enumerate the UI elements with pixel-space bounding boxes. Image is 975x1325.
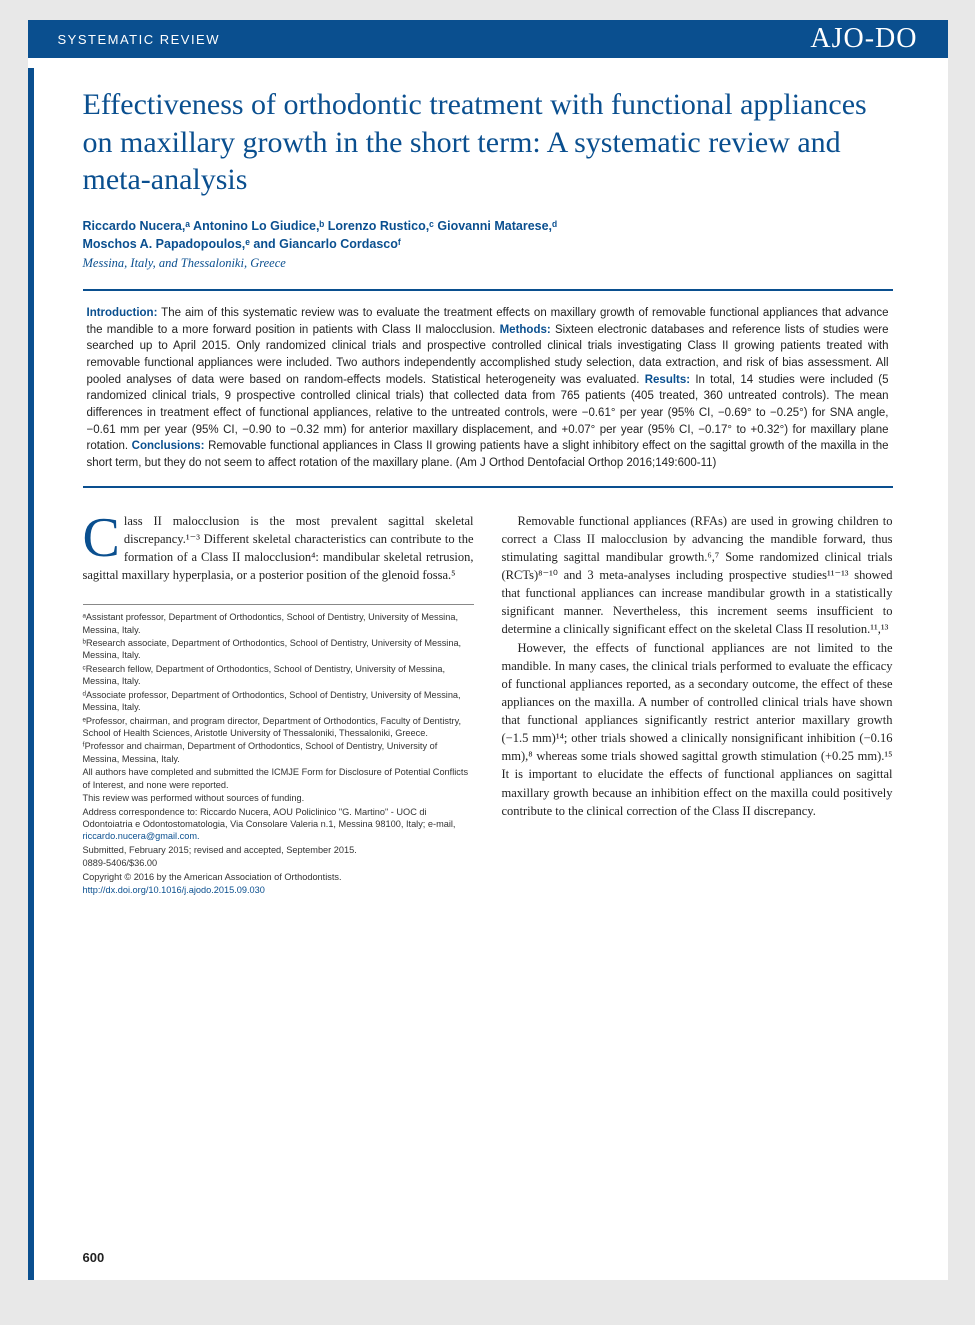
left-margin-bar: [28, 68, 34, 1280]
dropcap: C: [83, 512, 124, 558]
page-number: 600: [83, 1250, 105, 1265]
abstract-methods-head: Methods:: [500, 324, 551, 336]
abstract-text: Introduction: The aim of this systematic…: [87, 305, 889, 472]
body-p1-text: lass II malocclusion is the most prevale…: [83, 514, 474, 582]
footnote-copyright: Copyright © 2016 by the American Associa…: [83, 871, 474, 883]
authors-line-2: Moschos A. Papadopoulos,ᵉ and Giancarlo …: [83, 235, 893, 254]
authors-block: Riccardo Nucera,ᵃ Antonino Lo Giudice,ᵇ …: [28, 217, 948, 255]
footnote-e: ᵉProfessor, chairman, and program direct…: [83, 715, 474, 740]
footnote-submitted: Submitted, February 2015; revised and ac…: [83, 844, 474, 856]
affiliation-cities: Messina, Italy, and Thessaloniki, Greece: [28, 254, 948, 289]
header-bar: SYSTEMATIC REVIEW AJO-DO: [28, 20, 948, 58]
column-left: Class II malocclusion is the most preval…: [83, 512, 474, 898]
section-label: SYSTEMATIC REVIEW: [58, 32, 221, 47]
title-block: Effectiveness of orthodontic treatment w…: [28, 58, 948, 217]
authors-line-1: Riccardo Nucera,ᵃ Antonino Lo Giudice,ᵇ …: [83, 217, 893, 236]
footnote-b: ᵇResearch associate, Department of Ortho…: [83, 637, 474, 662]
body-columns: Class II malocclusion is the most preval…: [28, 488, 948, 908]
footnote-c: ᶜResearch fellow, Department of Orthodon…: [83, 663, 474, 688]
footnote-correspondence: Address correspondence to: Riccardo Nuce…: [83, 806, 474, 843]
footnote-f: ᶠProfessor and chairman, Department of O…: [83, 740, 474, 765]
footnote-doi-link[interactable]: http://dx.doi.org/10.1016/j.ajodo.2015.0…: [83, 885, 265, 895]
abstract-intro-head: Introduction:: [87, 307, 158, 319]
correspondence-text: Address correspondence to: Riccardo Nuce…: [83, 807, 456, 829]
abstract-conclusions-text: Removable functional appliances in Class…: [87, 440, 889, 469]
footnote-a: ᵃAssistant professor, Department of Orth…: [83, 611, 474, 636]
body-paragraph-2: Removable functional appliances (RFAs) a…: [502, 512, 893, 639]
footnotes-block: ᵃAssistant professor, Department of Orth…: [83, 604, 474, 896]
footnote-disclosure: All authors have completed and submitted…: [83, 766, 474, 791]
body-paragraph-1: Class II malocclusion is the most preval…: [83, 512, 474, 585]
article-title: Effectiveness of orthodontic treatment w…: [83, 86, 893, 199]
page-container: SYSTEMATIC REVIEW AJO-DO Effectiveness o…: [28, 20, 948, 1280]
body-paragraph-3: However, the effects of functional appli…: [502, 639, 893, 820]
footnote-issn: 0889-5406/$36.00: [83, 857, 474, 869]
footnote-d: ᵈAssociate professor, Department of Orth…: [83, 689, 474, 714]
abstract-results-head: Results:: [645, 374, 690, 386]
journal-logo: AJO-DO: [810, 23, 917, 55]
column-right: Removable functional appliances (RFAs) a…: [502, 512, 893, 898]
abstract-box: Introduction: The aim of this systematic…: [83, 289, 893, 488]
abstract-conclusions-head: Conclusions:: [132, 440, 205, 452]
correspondence-email[interactable]: riccardo.nucera@gmail.com.: [83, 831, 200, 841]
footnote-funding: This review was performed without source…: [83, 792, 474, 804]
